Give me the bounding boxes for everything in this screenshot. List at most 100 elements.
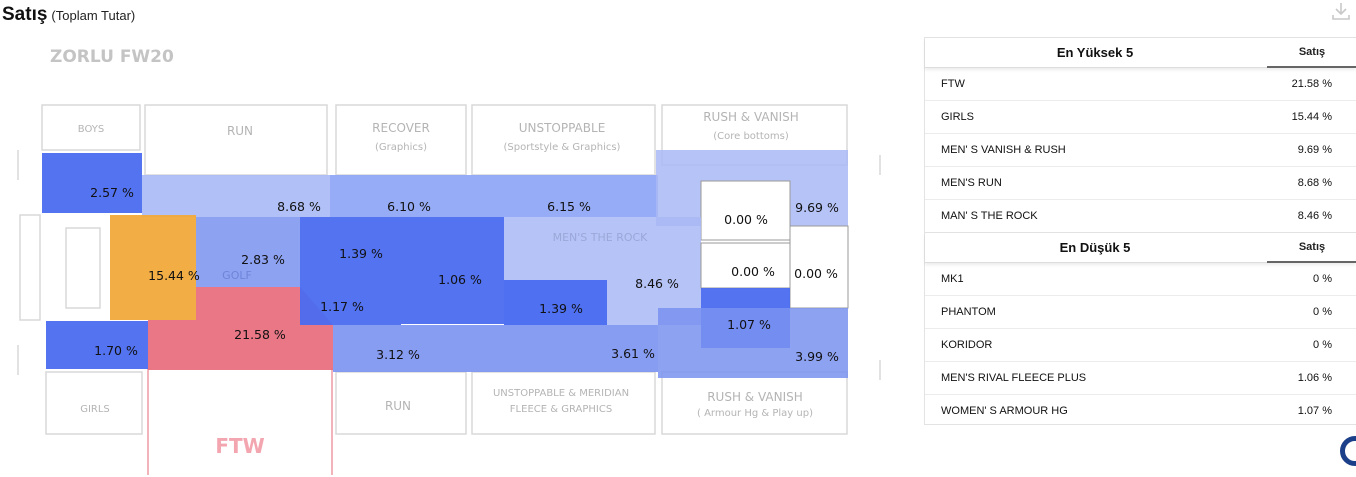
zone-rush-vanish-armour[interactable] xyxy=(658,308,848,378)
zone-value-label: 3.99 % xyxy=(795,349,839,364)
zone-b[interactable] xyxy=(300,275,401,325)
row-value: 0 % xyxy=(1313,273,1332,285)
label-unstoppable-meridian: UNSTOPPABLE & MERIDIAN xyxy=(493,388,629,399)
row-name: FTW xyxy=(941,78,965,90)
zone-value-label: 0.00 % xyxy=(731,264,775,279)
row-value: 21.58 % xyxy=(1291,78,1332,90)
zone-girls-center[interactable] xyxy=(110,215,196,320)
zone-value-label: 1.06 % xyxy=(438,272,482,287)
row-value: 1.06 % xyxy=(1297,372,1332,384)
ftw-entrance-lines xyxy=(147,368,333,475)
label-recover-sub: (Graphics) xyxy=(375,142,427,153)
row-value: 1.07 % xyxy=(1297,405,1332,417)
row-value: 0 % xyxy=(1313,306,1332,318)
table-header: En Düşük 5 Satış xyxy=(925,233,1356,263)
row-name: MEN'S RIVAL FLEECE PLUS xyxy=(941,372,1087,384)
label-mens-the-rock: MEN'S THE ROCK xyxy=(553,231,649,244)
title-subtitle: (Toplam Tutar) xyxy=(51,8,136,23)
zone-boys[interactable] xyxy=(42,153,142,213)
bottom-5-table: En Düşük 5 Satış MK1 0 % PHANTOM 0 % KORID… xyxy=(924,232,1356,425)
label-rush-vanish-top-sub: (Core bottoms) xyxy=(713,131,789,142)
table-row[interactable]: KORIDOR 0 % xyxy=(925,329,1356,362)
zone-c[interactable] xyxy=(504,280,607,325)
zone-value-label: 1.39 % xyxy=(339,246,383,261)
label-fleece-graphics: FLEECE & GRAPHICS xyxy=(510,404,612,415)
row-value: 15.44 % xyxy=(1291,111,1332,123)
zone-value-label: 1.39 % xyxy=(539,301,583,316)
zone-recover[interactable] xyxy=(330,175,470,217)
store-floor-plan: ZORLU FW20 BOYS RUN RECOVER (Graphics) U… xyxy=(17,47,881,475)
zone-value-label: 6.10 % xyxy=(387,199,431,214)
label-unstoppable-sub: (Sportstyle & Graphics) xyxy=(504,142,621,153)
table-title: En Düşük 5 xyxy=(1059,240,1131,255)
page-title: Satış (Toplam Tutar) xyxy=(2,4,135,26)
zone-koridor[interactable] xyxy=(789,225,849,309)
row-value: 8.68 % xyxy=(1297,177,1332,189)
label-golf: GOLF xyxy=(222,269,252,282)
column-header-satis[interactable]: Satış xyxy=(1267,233,1356,263)
zone-phantom[interactable] xyxy=(700,242,791,289)
zone-value-label: 1.07 % xyxy=(727,317,771,332)
zone-girls[interactable] xyxy=(46,321,148,369)
row-name: MK1 xyxy=(941,273,964,285)
label-boys: BOYS xyxy=(78,124,104,135)
zone-value-label: 21.58 % xyxy=(234,327,286,342)
zone-run-bottom[interactable] xyxy=(333,325,470,372)
label-ftw: FTW xyxy=(215,434,264,458)
zone-value-label: 1.70 % xyxy=(94,343,138,358)
chat-widget-icon[interactable] xyxy=(1340,436,1356,466)
row-name: PHANTOM xyxy=(941,306,996,318)
zone-value-label: 15.44 % xyxy=(148,268,200,283)
zone-a[interactable] xyxy=(300,217,401,275)
zone-value-label: 1.17 % xyxy=(320,299,364,314)
top-5-table: En Yüksek 5 Satış FTW 21.58 % GIRLS 15.44 … xyxy=(924,37,1356,233)
zone-unstoppable-meridian[interactable] xyxy=(470,325,658,372)
table-row[interactable]: MAN' S THE ROCK 8.46 % xyxy=(925,200,1356,233)
column-header-satis[interactable]: Satış xyxy=(1267,38,1356,68)
table-row[interactable]: MK1 0 % xyxy=(925,263,1356,296)
zone-value-label: 0.00 % xyxy=(794,266,838,281)
table-header: En Yüksek 5 Satış xyxy=(925,38,1356,68)
table-row[interactable]: WOMEN' S ARMOUR HG 1.07 % xyxy=(925,395,1356,428)
table-row[interactable]: GIRLS 15.44 % xyxy=(925,101,1356,134)
zone-mens-run[interactable] xyxy=(142,175,330,217)
zone-value-label: 3.61 % xyxy=(611,346,655,361)
store-name: ZORLU FW20 xyxy=(50,47,174,67)
zone-unstoppable[interactable] xyxy=(470,175,658,217)
label-run-top: RUN xyxy=(227,124,253,138)
zone-mens-rival-fleece-plus[interactable] xyxy=(401,217,504,324)
zone-ftw[interactable] xyxy=(148,287,333,370)
table-row[interactable]: MEN'S RIVAL FLEECE PLUS 1.06 % xyxy=(925,362,1356,395)
label-rush-vanish-bottom-sub: ( Armour Hg & Play up) xyxy=(697,408,813,419)
table-row[interactable]: PHANTOM 0 % xyxy=(925,296,1356,329)
zone-value-label: 2.57 % xyxy=(90,185,134,200)
zone-value-label: 9.69 % xyxy=(795,200,839,215)
zone-value-label: 8.46 % xyxy=(635,276,679,291)
zone-value-label: 6.15 % xyxy=(547,199,591,214)
zone-value-labels: 2.57 % 8.68 % 6.10 % 6.15 % 9.69 % 0.00 … xyxy=(90,185,839,364)
zone-value-label: 2.83 % xyxy=(241,252,285,267)
label-run-bottom: RUN xyxy=(385,399,411,413)
row-value: 8.46 % xyxy=(1297,210,1332,222)
heat-zones xyxy=(42,150,849,378)
row-name: MEN'S RUN xyxy=(941,177,1002,189)
zone-value-label: 8.68 % xyxy=(277,199,321,214)
table-row[interactable]: MEN' S VANISH & RUSH 9.69 % xyxy=(925,134,1356,167)
label-girls: GIRLS xyxy=(80,404,110,415)
row-value: 0 % xyxy=(1313,339,1332,351)
table-row[interactable]: FTW 21.58 % xyxy=(925,68,1356,101)
row-name: GIRLS xyxy=(941,111,975,123)
zone-value-label: 0.00 % xyxy=(724,212,768,227)
title-text: Satış xyxy=(2,4,48,25)
row-name: WOMEN' S ARMOUR HG xyxy=(941,405,1068,417)
zone-golf[interactable] xyxy=(196,217,300,287)
download-icon[interactable] xyxy=(1330,0,1352,22)
label-rush-vanish-bottom: RUSH & VANISH xyxy=(707,390,803,404)
label-recover: RECOVER xyxy=(372,121,430,135)
row-name: MEN' S VANISH & RUSH xyxy=(941,144,1066,156)
row-name: MAN' S THE ROCK xyxy=(941,210,1038,222)
table-row[interactable]: MEN'S RUN 8.68 % xyxy=(925,167,1356,200)
label-unstoppable: UNSTOPPABLE xyxy=(519,121,606,135)
background-labels: BOYS RUN RECOVER (Graphics) UNSTOPPABLE … xyxy=(78,110,813,458)
zone-mk1[interactable] xyxy=(700,180,791,241)
